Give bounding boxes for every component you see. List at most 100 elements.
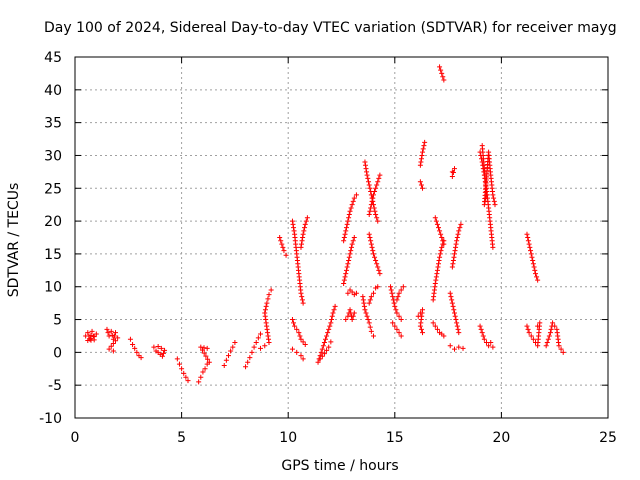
data-point xyxy=(320,343,326,349)
data-point xyxy=(393,307,399,313)
data-point xyxy=(524,323,530,329)
data-point xyxy=(544,340,550,346)
data-point xyxy=(319,346,325,352)
data-point xyxy=(289,346,295,352)
data-point xyxy=(398,333,404,339)
data-point xyxy=(373,212,379,218)
x-tick-label: 25 xyxy=(599,430,617,446)
data-point xyxy=(90,333,96,339)
data-point xyxy=(451,251,457,257)
data-point xyxy=(438,231,444,237)
data-point xyxy=(368,202,374,208)
data-point xyxy=(203,353,209,359)
data-point xyxy=(434,326,440,332)
data-point xyxy=(341,280,347,286)
data-point xyxy=(449,297,455,303)
data-point xyxy=(398,317,404,323)
data-point xyxy=(341,235,347,240)
data-point xyxy=(300,339,306,345)
data-point xyxy=(368,294,374,300)
data-point xyxy=(367,235,373,240)
data-point xyxy=(300,356,306,362)
data-point xyxy=(351,310,357,316)
data-point xyxy=(343,225,349,231)
data-point xyxy=(388,284,394,290)
data-point xyxy=(299,241,305,247)
data-point xyxy=(151,344,157,350)
data-point xyxy=(481,336,487,342)
data-point xyxy=(349,317,355,323)
data-point xyxy=(298,353,304,359)
data-point xyxy=(281,248,287,254)
data-point xyxy=(418,182,424,188)
data-point xyxy=(108,328,114,334)
y-tick-label: 35 xyxy=(44,116,62,132)
data-point xyxy=(290,221,296,227)
data-point xyxy=(448,294,454,300)
data-point xyxy=(350,313,356,319)
data-point xyxy=(364,313,370,319)
data-point xyxy=(127,336,133,342)
data-point xyxy=(347,251,353,257)
data-point xyxy=(418,156,424,162)
x-tick-label: 20 xyxy=(492,430,510,446)
data-point xyxy=(430,320,436,326)
data-point xyxy=(346,254,352,260)
data-point xyxy=(417,323,423,329)
data-point xyxy=(302,225,308,231)
data-point xyxy=(343,267,349,273)
data-point xyxy=(200,369,206,375)
data-point xyxy=(365,175,371,181)
data-point xyxy=(205,356,211,362)
data-point xyxy=(436,261,442,267)
data-point xyxy=(292,323,298,329)
data-point xyxy=(362,307,368,313)
data-point xyxy=(138,355,144,361)
y-tick-label: 10 xyxy=(44,280,62,296)
data-point xyxy=(115,335,121,341)
data-point xyxy=(530,257,536,263)
data-point xyxy=(454,320,460,326)
data-point xyxy=(348,248,354,254)
data-point xyxy=(447,290,453,296)
data-point xyxy=(490,344,496,350)
data-point xyxy=(456,330,462,336)
data-point xyxy=(257,345,263,351)
data-point xyxy=(349,289,355,295)
data-point xyxy=(433,218,439,224)
data-point xyxy=(477,323,483,329)
data-point xyxy=(301,228,307,234)
data-point xyxy=(388,287,394,293)
data-point xyxy=(398,287,404,293)
data-point xyxy=(525,235,531,240)
data-point xyxy=(396,290,402,296)
data-point xyxy=(105,330,111,336)
data-point xyxy=(89,328,95,334)
data-point xyxy=(367,208,373,214)
data-point xyxy=(221,362,227,368)
data-point xyxy=(417,179,423,185)
data-point xyxy=(132,345,138,351)
data-point xyxy=(451,310,457,316)
data-point xyxy=(111,333,117,339)
data-point xyxy=(202,366,208,372)
data-point xyxy=(437,64,443,70)
data-point xyxy=(344,221,350,227)
data-point xyxy=(245,359,251,365)
data-point xyxy=(369,198,375,204)
data-point xyxy=(351,235,357,240)
data-point xyxy=(350,198,356,204)
data-point xyxy=(328,339,334,345)
data-point xyxy=(298,336,304,342)
x-tick-label: 0 xyxy=(71,430,80,446)
data-point xyxy=(420,149,426,155)
data-point xyxy=(370,333,376,339)
data-point xyxy=(223,357,229,363)
data-point xyxy=(85,330,91,336)
data-point xyxy=(347,307,353,313)
data-point xyxy=(230,344,236,350)
data-point xyxy=(289,317,295,323)
data-point xyxy=(113,330,119,336)
grid-lines xyxy=(75,57,608,418)
data-point xyxy=(449,264,455,270)
